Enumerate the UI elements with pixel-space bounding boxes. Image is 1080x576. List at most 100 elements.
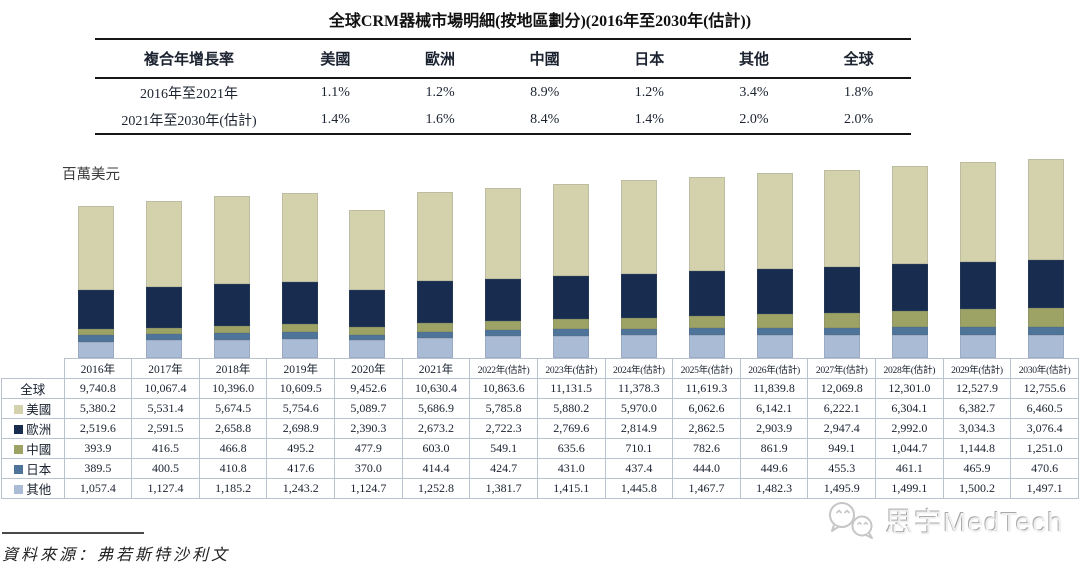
table-cell: 370.0 bbox=[334, 458, 403, 479]
table-cell: 5,880.2 bbox=[536, 398, 606, 419]
bar-segment-japan bbox=[213, 333, 250, 340]
bar-segment-japan bbox=[756, 327, 793, 335]
table-cell: 2,947.4 bbox=[807, 418, 876, 439]
table-cell: 635.6 bbox=[536, 438, 606, 459]
watermark: 思宇MedTech bbox=[825, 500, 1064, 542]
table-cell: 603.0 bbox=[401, 438, 471, 459]
table-cell: 1,482.3 bbox=[739, 478, 809, 499]
bar-segment-japan bbox=[349, 334, 386, 341]
table-row-global: 全球 9,740.8 10,067.4 10,396.0 10,609.5 9,452.6… bbox=[1, 378, 1079, 399]
table-cell: 437.4 bbox=[604, 458, 674, 479]
bar-segment-japan bbox=[417, 331, 454, 339]
bar-segment-europe bbox=[145, 287, 182, 328]
bar-segment-us bbox=[620, 180, 657, 274]
bar-segment-others bbox=[485, 336, 522, 358]
bar-segment-europe bbox=[620, 273, 657, 318]
bar-segment-china bbox=[485, 321, 522, 330]
table-cell: 861.9 bbox=[739, 438, 809, 459]
bar-segment-europe bbox=[960, 262, 997, 310]
table-cell: 5,089.7 bbox=[334, 398, 403, 419]
table-cell: 10,863.6 bbox=[469, 378, 538, 399]
bar-segment-europe bbox=[1027, 259, 1064, 308]
year-header-row: 2016年 2017年 2018年 2019年 2020年 2021年 2022年(估計) 2… bbox=[1, 358, 1079, 379]
table-cell: 2,814.9 bbox=[604, 418, 674, 439]
bar-column bbox=[469, 152, 537, 358]
table-cell: 12,301.0 bbox=[875, 378, 944, 399]
table-cell: 424.7 bbox=[469, 458, 538, 479]
bar-column bbox=[673, 152, 741, 358]
year-header-cell: 2028年(估計) bbox=[875, 358, 944, 379]
legend-swatch-us bbox=[14, 405, 24, 414]
table-cell: 2,903.9 bbox=[739, 418, 809, 439]
bar-segment-japan bbox=[960, 327, 997, 335]
market-data-table-body: 全球 9,740.8 10,067.4 10,396.0 10,609.5 9,452.6… bbox=[1, 378, 1079, 499]
table-cell: 6,062.6 bbox=[672, 398, 741, 419]
bar-segment-us bbox=[688, 176, 725, 272]
bar-segment-china bbox=[688, 316, 725, 329]
table-row-china: 中國 393.9 416.5 466.8 495.2 477.9 603.0 549.1 635… bbox=[1, 438, 1079, 459]
bar-segment-europe bbox=[213, 284, 250, 326]
cagr-row: 2021年至2030年(估計) 1.4% 1.6% 8.4% 1.4% 2.0% 2.0% bbox=[95, 106, 911, 134]
bar-segment-japan bbox=[688, 328, 725, 336]
watermark-text: 思宇MedTech bbox=[885, 507, 1064, 538]
table-cell: 1,124.7 bbox=[334, 478, 403, 499]
year-header-cell: 2023年(估計) bbox=[536, 358, 606, 379]
source-note: 資料來源：弗若斯特沙利文 bbox=[2, 547, 231, 564]
table-cell: 1,495.9 bbox=[807, 478, 876, 499]
table-cell: 414.4 bbox=[401, 458, 471, 479]
cagr-table-body: 2016年至2021年 1.1% 1.2% 8.9% 1.2% 3.4% 1.8% 2021年… bbox=[95, 78, 911, 134]
table-cell: 12,527.9 bbox=[942, 378, 1012, 399]
table-cell: 477.9 bbox=[334, 438, 403, 459]
bar-segment-us bbox=[892, 166, 929, 265]
bar-segment-japan bbox=[552, 329, 589, 336]
bar-segment-us bbox=[756, 173, 793, 270]
table-cell: 11,839.8 bbox=[739, 378, 809, 399]
stacked-bar bbox=[1027, 159, 1064, 358]
table-cell: 6,460.5 bbox=[1010, 398, 1079, 419]
row-label-global: 全球 bbox=[1, 378, 65, 399]
table-cell: 11,131.5 bbox=[536, 378, 606, 399]
table-cell: 444.0 bbox=[672, 458, 741, 479]
bar-segment-others bbox=[552, 335, 589, 358]
cagr-table-header: 複合年增長率 美國 歐洲 中國 日本 其他 全球 bbox=[95, 39, 911, 78]
cagr-value-cell: 2.0% bbox=[739, 111, 769, 127]
year-header-cell: 2017年 bbox=[131, 358, 200, 379]
table-cell: 2,862.5 bbox=[672, 418, 741, 439]
bar-segment-europe bbox=[688, 271, 725, 317]
table-cell: 466.8 bbox=[198, 438, 268, 459]
stacked-bar bbox=[213, 195, 250, 358]
table-row-europe: 歐洲 2,519.6 2,591.5 2,658.8 2,698.9 2,390.3 2,6… bbox=[1, 418, 1079, 439]
bar-segment-europe bbox=[892, 264, 929, 312]
table-cell: 2,519.6 bbox=[63, 418, 133, 439]
bar-segment-europe bbox=[756, 269, 793, 315]
year-header-cell: 2025年(估計) bbox=[672, 358, 741, 379]
y-axis-unit-label: 百萬美元 bbox=[62, 167, 120, 183]
bar-segment-japan bbox=[620, 328, 657, 336]
year-header-cell: 2030年(估計) bbox=[1010, 358, 1079, 379]
table-cell: 1,243.2 bbox=[266, 478, 335, 499]
table-cell: 431.0 bbox=[536, 458, 606, 479]
row-label-europe: 歐洲 bbox=[1, 418, 65, 439]
bar-segment-others bbox=[1027, 334, 1064, 358]
bar-segment-europe bbox=[417, 280, 454, 323]
table-row-others: 其他 1,057.4 1,127.4 1,185.2 1,243.2 1,124.7 1,2… bbox=[1, 478, 1079, 499]
table-cell: 12,069.8 bbox=[807, 378, 876, 399]
table-cell: 461.1 bbox=[875, 458, 944, 479]
cagr-header-cell: 歐洲 bbox=[425, 52, 456, 68]
bar-segment-europe bbox=[824, 266, 861, 313]
table-cell: 1,467.7 bbox=[672, 478, 741, 499]
bar-segment-japan bbox=[485, 329, 522, 337]
table-cell: 5,686.9 bbox=[401, 398, 471, 419]
stacked-bar bbox=[417, 192, 454, 358]
cagr-table-container: 複合年增長率 美國 歐洲 中國 日本 其他 全球 2016年至2021年 1.1% 1.2% 8.… bbox=[95, 38, 911, 135]
cagr-value-cell: 8.4% bbox=[530, 111, 560, 127]
table-cell: 5,785.8 bbox=[469, 398, 538, 419]
table-cell: 10,609.5 bbox=[266, 378, 335, 399]
table-cell: 470.6 bbox=[1010, 458, 1079, 479]
table-cell: 6,222.1 bbox=[807, 398, 876, 419]
stacked-bar bbox=[552, 184, 589, 358]
table-cell: 2,722.3 bbox=[469, 418, 538, 439]
table-cell: 9,452.6 bbox=[334, 378, 403, 399]
table-cell: 495.2 bbox=[266, 438, 335, 459]
